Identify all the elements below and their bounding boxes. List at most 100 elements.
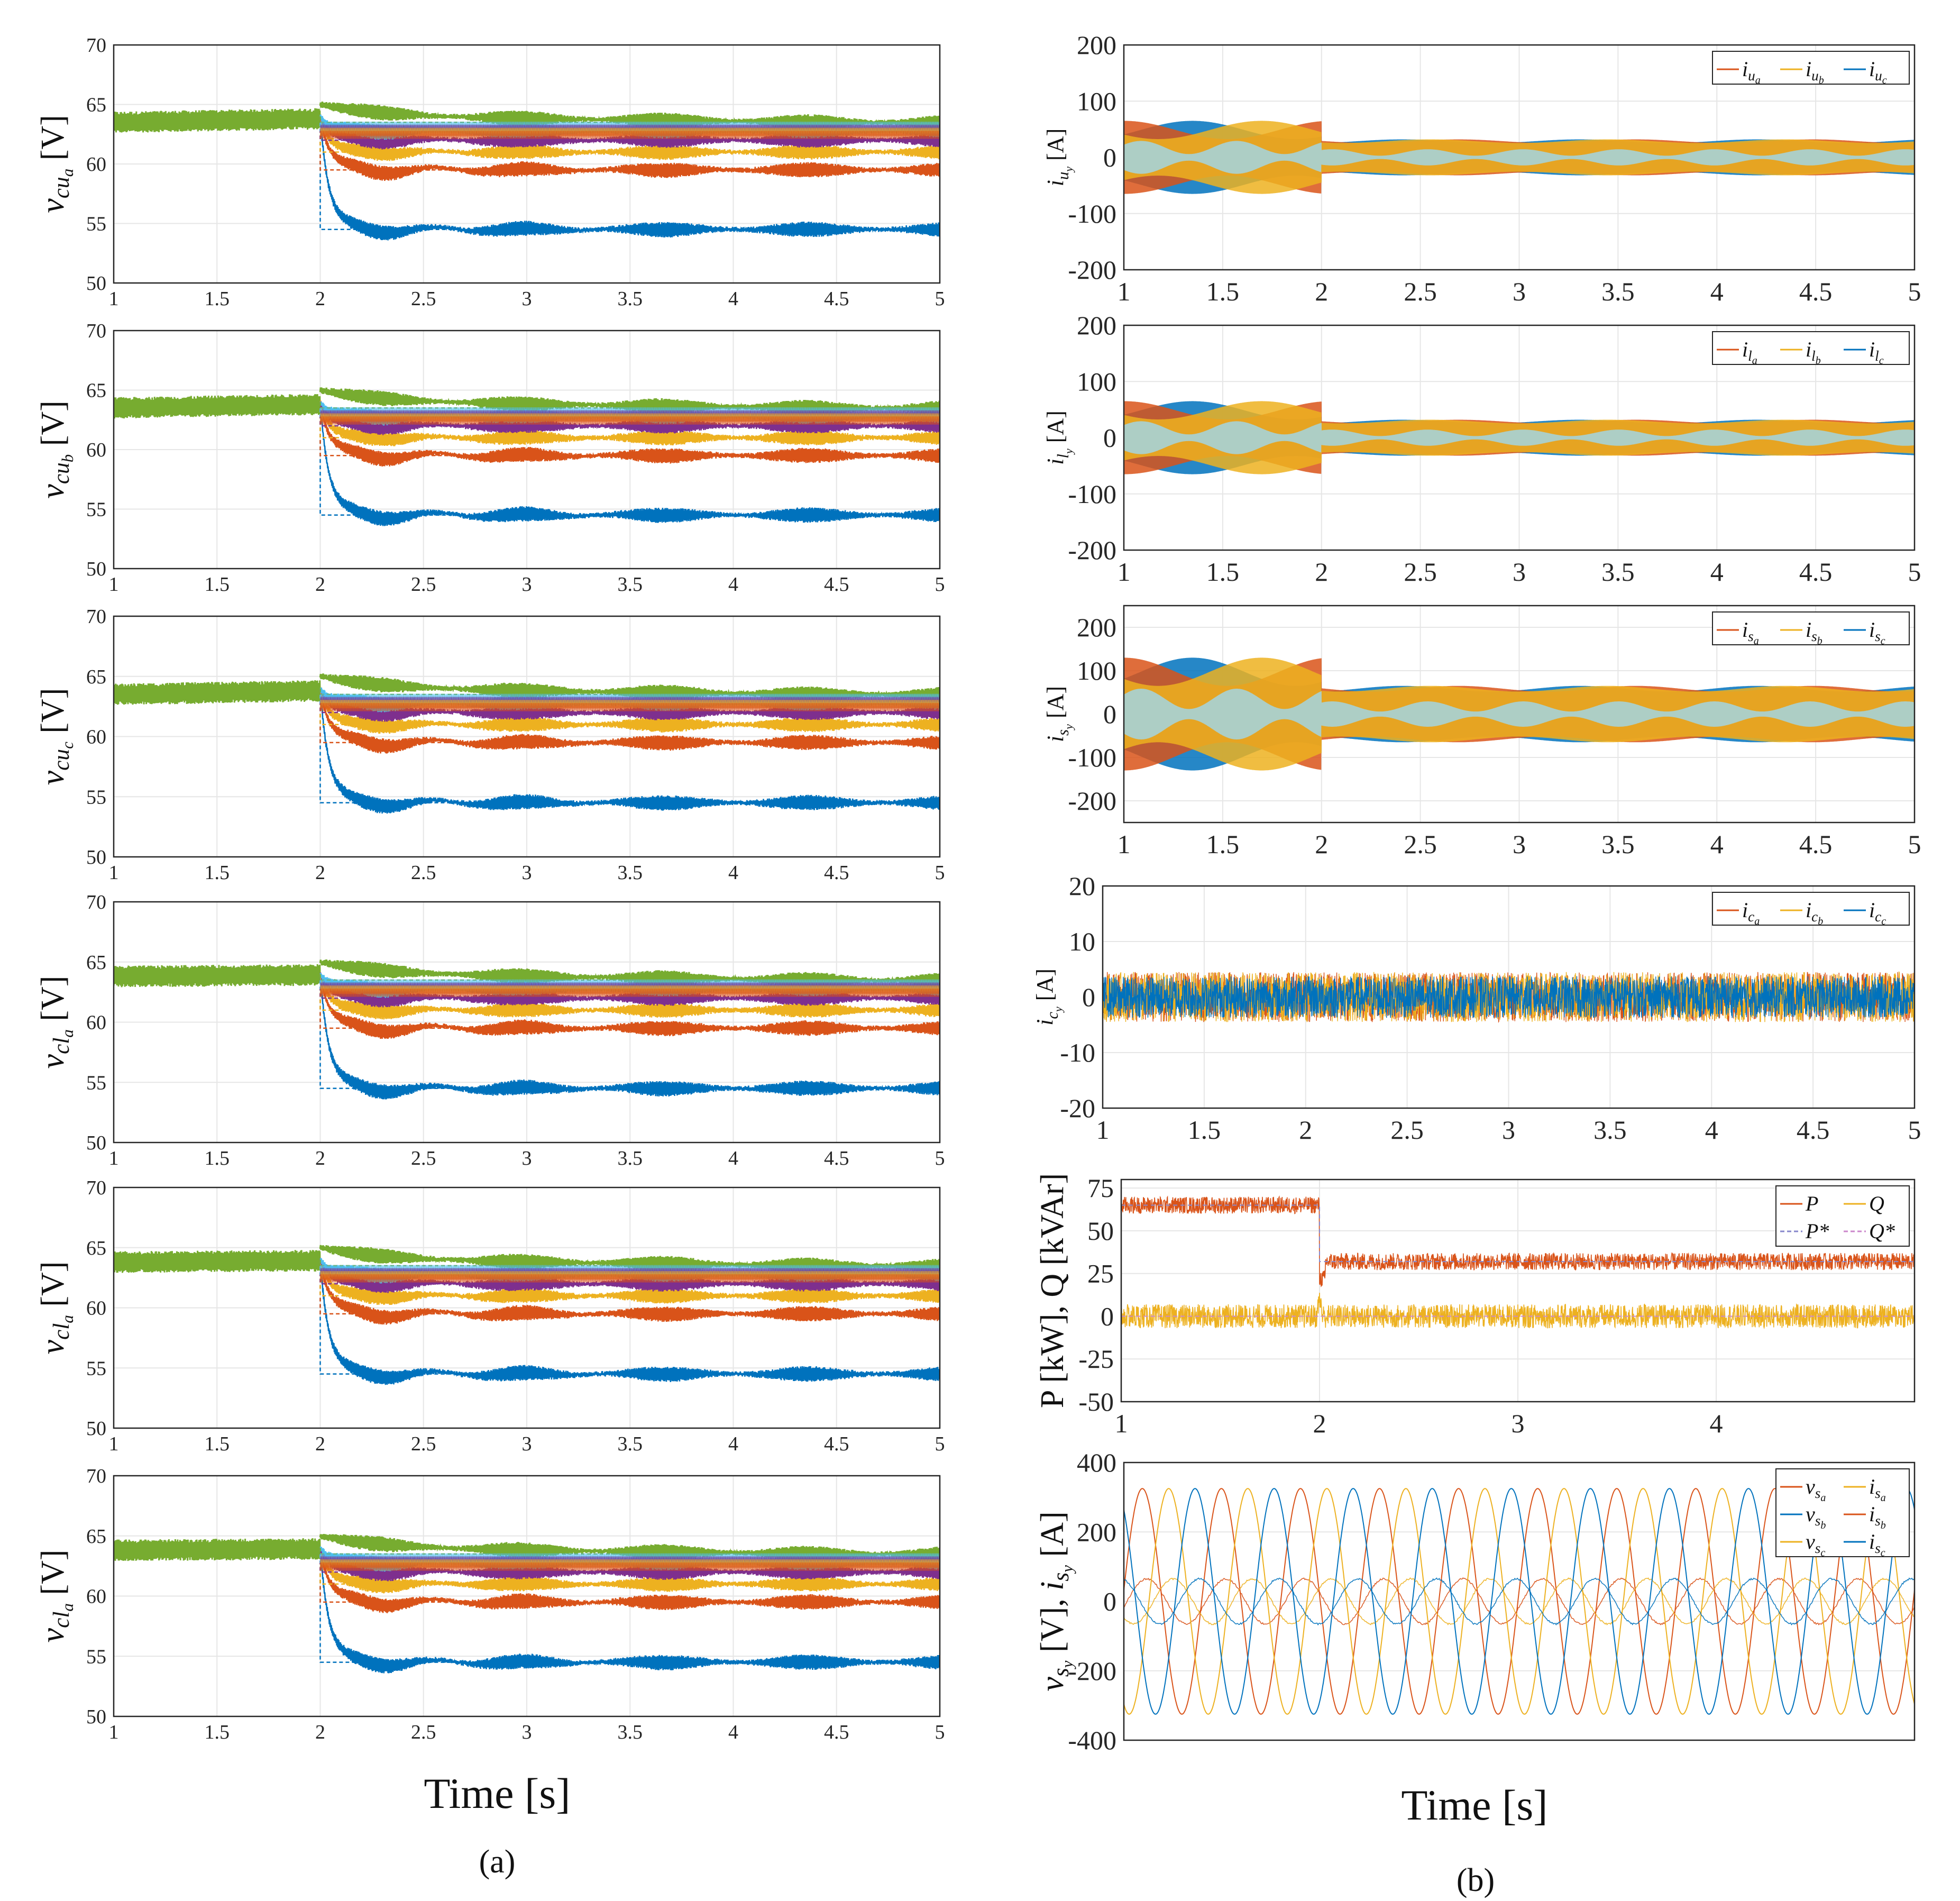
legend-label: vsb xyxy=(1806,1502,1826,1531)
x-tick-label: 4 xyxy=(1705,1115,1718,1145)
x-tick-label: 4.5 xyxy=(1799,277,1833,306)
series-group-3 xyxy=(319,1259,940,1305)
y-axis-label: vcla [V] xyxy=(35,976,77,1069)
y-tick-label: 50 xyxy=(86,1418,106,1440)
legend-label: icb xyxy=(1806,898,1823,927)
y-tick-label: 60 xyxy=(86,1586,106,1608)
y-tick-label: 50 xyxy=(86,1706,106,1728)
axes-box xyxy=(1123,605,1916,824)
series-group-4 xyxy=(319,1547,940,1582)
panel-a3: 1 1.5 2 2.5 3 3.5 4 4.5 5 50 55 60 65 70 vcuc [V] xyxy=(35,606,945,884)
x-tick-label: 4 xyxy=(728,573,738,596)
legend-label: isa xyxy=(1742,618,1759,647)
x-tick-label: 2.5 xyxy=(411,1433,436,1455)
x-tick-label: 2 xyxy=(1315,277,1328,306)
x-tick-label: 1 xyxy=(109,288,119,310)
series-group-2 xyxy=(319,1547,940,1613)
plot-area xyxy=(1121,1195,1915,1330)
y-tick-label: 60 xyxy=(86,726,106,748)
axes-box xyxy=(113,1475,941,1717)
x-tick-label: 4.5 xyxy=(824,288,849,310)
axes-box xyxy=(113,1186,941,1429)
legend-label: vsa xyxy=(1806,1475,1826,1504)
panel-b5: 1 2 3 4 -50 -25 0 25 50 75 P [kW], Q [kVAr] P Q P* Q* xyxy=(1034,1173,1916,1438)
y-tick-label: -50 xyxy=(1078,1387,1114,1416)
plot-area xyxy=(114,1534,940,1674)
legend-label: ilb xyxy=(1806,337,1821,367)
x-tick-label: 4.5 xyxy=(1799,829,1833,859)
x-tick-label: 3 xyxy=(1512,1409,1525,1438)
series-reference xyxy=(319,1259,940,1315)
y-tick-label: 65 xyxy=(86,1525,106,1548)
panel-b1: 1 1.5 2 2.5 3 3.5 4 4.5 5 -200 -100 0 100 200 iuy [A] i… xyxy=(1042,30,1921,306)
legend-label: isb xyxy=(1806,618,1822,647)
x-tick-label: 1.5 xyxy=(205,1147,230,1169)
caption-right: (b) xyxy=(1457,1862,1495,1898)
plot-area xyxy=(114,387,940,526)
legend-label: Q xyxy=(1869,1192,1884,1215)
x-tick-label: 2.5 xyxy=(411,573,436,596)
axes-box xyxy=(113,615,941,858)
y-axis-label: vcuc [V] xyxy=(35,688,77,785)
x-tick-label: 4 xyxy=(728,862,738,884)
x-tick-label: 3 xyxy=(522,862,532,884)
panel-a6: 1 1.5 2 2.5 3 3.5 4 4.5 5 50 55 60 65 70 vcla [V] xyxy=(35,1465,945,1743)
y-axis-label: icy [A] xyxy=(1032,968,1065,1026)
x-tick-label: 4 xyxy=(1710,277,1724,306)
y-tick-label: -200 xyxy=(1068,786,1116,816)
series-initial xyxy=(114,394,321,419)
y-tick-label: 0 xyxy=(1101,1301,1114,1331)
x-tick-label: 3.5 xyxy=(1601,277,1635,306)
y-tick-label: 100 xyxy=(1077,367,1116,396)
series-i_sc xyxy=(1124,1577,1915,1626)
y-tick-label: 70 xyxy=(86,1177,106,1199)
y-tick-label: 60 xyxy=(86,1297,106,1320)
x-tick-label: 5 xyxy=(1908,557,1921,587)
caption-left: (a) xyxy=(479,1844,516,1880)
series-group-2 xyxy=(319,973,940,1039)
x-tick-label: 1 xyxy=(109,573,119,596)
series-group-2 xyxy=(320,117,940,181)
legend-label: ilc xyxy=(1869,337,1884,367)
plot-area xyxy=(1124,401,1915,474)
y-tick-label: 0 xyxy=(1103,1587,1116,1616)
x-tick-label: 4 xyxy=(1710,1409,1723,1438)
series-v_sc xyxy=(1124,1488,1915,1715)
plot-area xyxy=(114,101,940,241)
x-tick-label: 2 xyxy=(1315,557,1328,587)
series-group-3 xyxy=(319,114,940,161)
y-tick-label: 60 xyxy=(86,1012,106,1034)
y-tick-label: 60 xyxy=(86,439,106,461)
y-tick-label: 50 xyxy=(86,1132,106,1154)
x-tick-label: 2.5 xyxy=(411,1147,436,1169)
y-tick-label: 65 xyxy=(86,1237,106,1259)
legend-label: isa xyxy=(1869,1475,1886,1504)
series-group-1 xyxy=(319,1549,940,1674)
x-tick-label: 2.5 xyxy=(1404,557,1437,587)
y-tick-label: 50 xyxy=(86,558,106,580)
x-tick-label: 1 xyxy=(1118,557,1131,587)
x-tick-label: 2.5 xyxy=(1404,829,1437,859)
x-tick-label: 5 xyxy=(935,573,945,596)
x-tick-label: 5 xyxy=(935,1147,945,1169)
panel-a5: 1 1.5 2 2.5 3 3.5 4 4.5 5 50 55 60 65 70 vcla [V] xyxy=(35,1177,945,1455)
y-tick-label: 20 xyxy=(1069,871,1095,901)
legend-label: isc xyxy=(1869,618,1885,647)
plot-area xyxy=(114,959,940,1100)
y-tick-label: 50 xyxy=(1087,1216,1114,1246)
y-tick-label: 75 xyxy=(1087,1173,1114,1203)
xlabel-right: Time [s] xyxy=(1401,1781,1547,1829)
y-tick-label: 65 xyxy=(86,380,106,402)
x-tick-label: 1 xyxy=(109,1147,119,1169)
x-tick-label: 3 xyxy=(522,288,532,310)
series-reference xyxy=(319,688,940,744)
y-axis-label: vcla [V] xyxy=(35,1262,77,1355)
xlabel-left: Time [s] xyxy=(424,1769,570,1817)
legend: vsa isa vsb isb vsc isc xyxy=(1775,1468,1910,1559)
x-tick-label: 1 xyxy=(109,1721,119,1743)
series-i_sb xyxy=(1124,1577,1915,1625)
legend-label: P xyxy=(1805,1192,1818,1215)
y-axis-label: vcla [V] xyxy=(35,1550,77,1643)
series-i_sb xyxy=(1124,657,1915,771)
series-initial xyxy=(114,108,321,133)
